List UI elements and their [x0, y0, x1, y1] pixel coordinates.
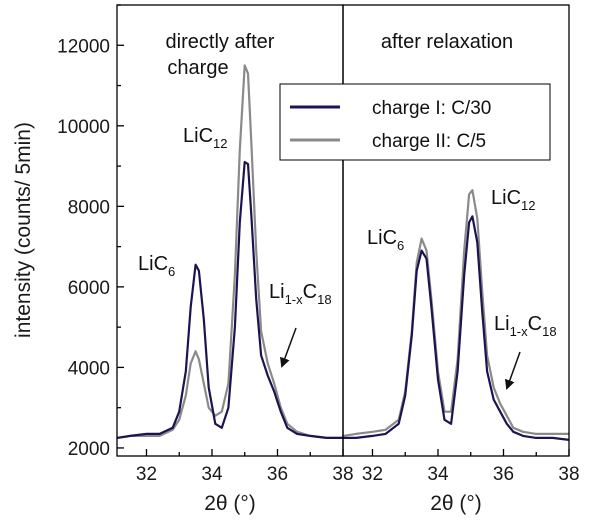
legend: charge I: C/30 charge II: C/5 [279, 83, 551, 161]
x-tick-label: 34 [201, 464, 223, 485]
y-tick-label: 8000 [68, 197, 110, 218]
x-tick-label: 36 [493, 464, 514, 485]
y-tick-label: 10000 [57, 117, 110, 138]
x-tick-label: 38 [558, 464, 579, 485]
annotation-li1-xc18-left: Li1-xC18 [269, 281, 332, 307]
y-tick-label: 12000 [57, 36, 110, 57]
left-panel-title: directly after charge [166, 31, 275, 79]
annotation-arrow-left [280, 327, 297, 368]
annotation-lic6-left: LiC6 [138, 253, 175, 279]
legend-box [279, 83, 551, 161]
legend-label-c30: charge I: C/30 [372, 98, 491, 119]
x-tick-label: 32 [136, 464, 157, 485]
y-tick-label: 6000 [68, 278, 110, 299]
series-line-c30-right [343, 215, 570, 441]
y-axis-label: intensity (counts/ 5min) [12, 122, 35, 338]
x-tick-label: 38 [332, 464, 353, 485]
annotation-lic6-right: LiC6 [367, 227, 404, 253]
x-axis-label-right: 2θ (°) [430, 492, 482, 515]
series-line-c5-left [116, 64, 343, 439]
legend-label-c5: charge II: C/5 [372, 131, 486, 152]
annotation-li1-xc18-right: Li1-xC18 [494, 313, 557, 339]
annotation-lic12-left: LiC12 [183, 125, 227, 151]
right-panel-title: after relaxation [381, 31, 513, 53]
x-tick-label: 36 [267, 464, 288, 485]
annotation-lic12-right: LiC12 [491, 187, 535, 213]
annotation-arrow-right [505, 351, 521, 390]
left-panel-lines [116, 64, 343, 439]
axis-ticks: 32 34 36 38 32 34 36 38 2000 4000 6000 8000 10000 120… [57, 4, 580, 485]
right-panel-frame [342, 4, 570, 457]
y-tick-label: 2000 [68, 439, 110, 460]
y-tick-label: 4000 [68, 358, 110, 379]
right-panel-lines [342, 189, 570, 441]
x-tick-label: 32 [362, 464, 383, 485]
series-line-c30-left [116, 160, 343, 439]
x-axis-label-left: 2θ (°) [204, 492, 256, 515]
x-tick-label: 34 [427, 464, 449, 485]
